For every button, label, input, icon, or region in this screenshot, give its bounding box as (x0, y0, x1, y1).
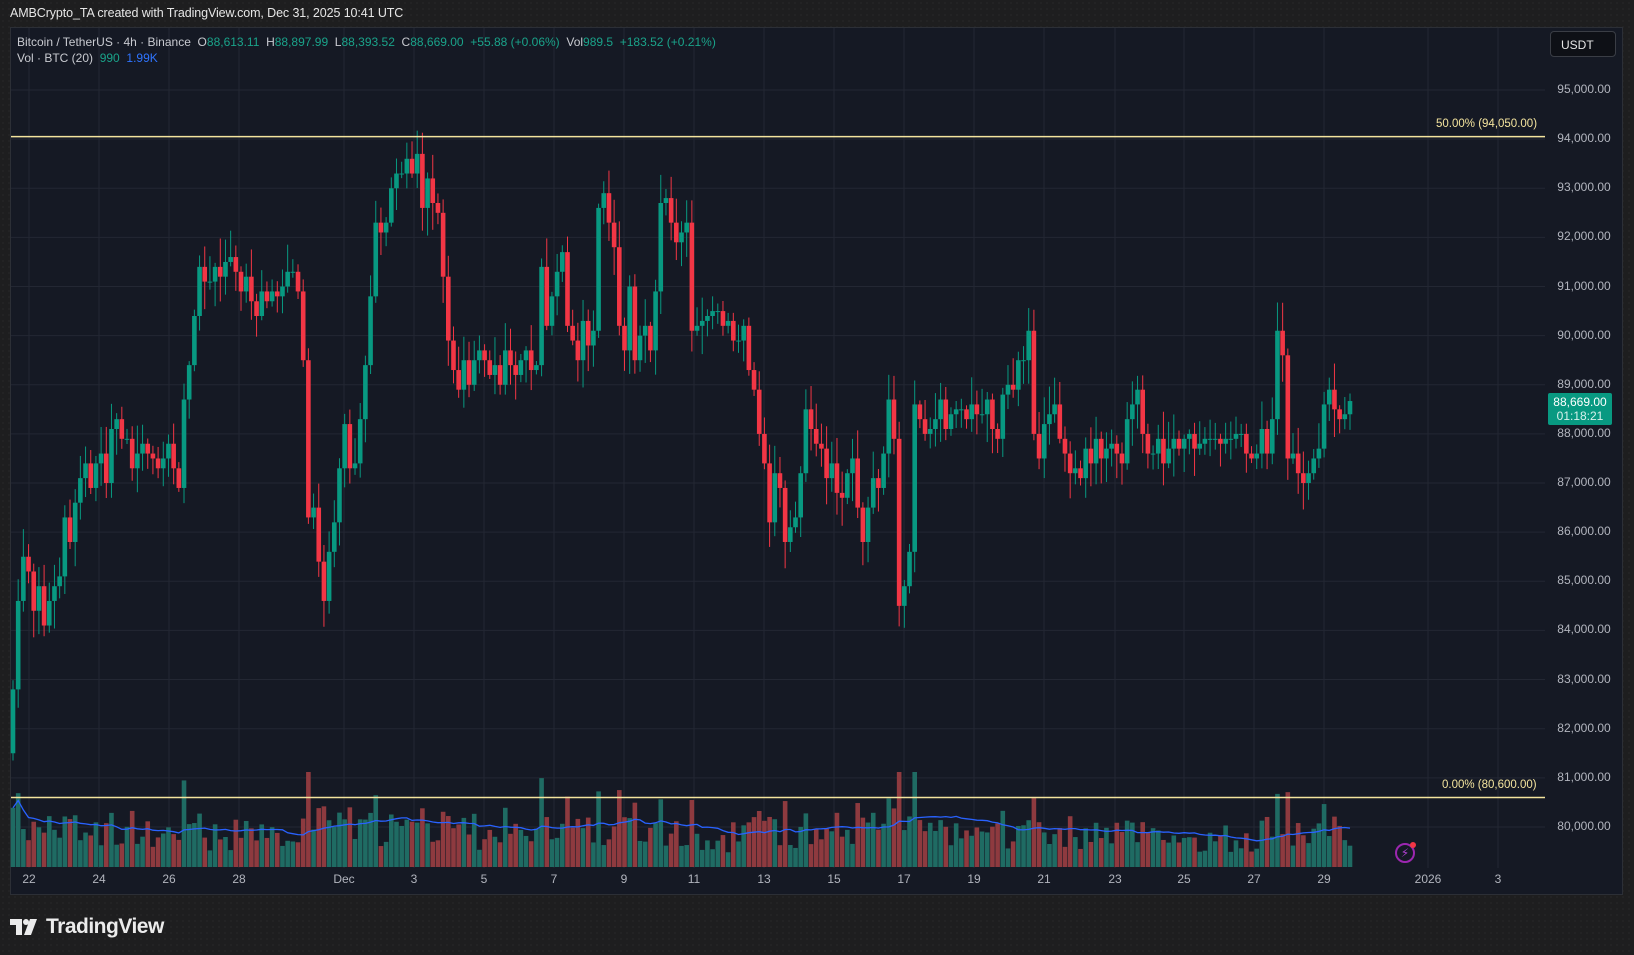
price-tick: 87,000.00 (1557, 475, 1611, 490)
volume-indicator-row: Vol · BTC (20) 990 1.99K (17, 50, 716, 66)
high-label: H (266, 35, 275, 49)
time-tick: 15 (827, 872, 841, 886)
time-tick: 29 (1317, 872, 1331, 886)
lightning-icon[interactable]: ⚡ (1395, 842, 1416, 863)
last-price: 88,669.00 (1553, 395, 1607, 409)
time-tick: 7 (550, 872, 558, 886)
time-tick: 19 (967, 872, 981, 886)
notification-dot (1410, 842, 1416, 848)
time-tick: 28 (232, 872, 246, 886)
price-tick: 80,000.00 (1557, 818, 1611, 833)
price-tick: 91,000.00 (1557, 278, 1611, 293)
series-legend: Bitcoin / TetherUS · 4h · Binance O88,61… (17, 34, 716, 66)
time-tick: 22 (22, 872, 36, 886)
time-tick: Dec (333, 872, 355, 886)
time-tick: 21 (1037, 872, 1051, 886)
currency-button[interactable]: USDT (1550, 31, 1616, 57)
volume-indicator-value: 990 (99, 51, 120, 65)
volume-ma-value: 1.99K (126, 51, 158, 65)
symbol-title[interactable]: Bitcoin / TetherUS · 4h · Binance (17, 35, 191, 49)
time-tick: 25 (1177, 872, 1191, 886)
high-value: 88,897.99 (274, 35, 329, 49)
time-tick: 24 (92, 872, 106, 886)
tradingview-logo: TradingView (10, 915, 164, 939)
brand-name: TradingView (46, 915, 164, 938)
volume-value: 989.5 (583, 35, 614, 49)
time-tick: 3 (410, 872, 418, 886)
time-tick: 11 (687, 872, 701, 886)
time-tick: 9 (620, 872, 628, 886)
low-label: L (334, 35, 342, 49)
volume-change: +183.52 (+0.21%) (619, 35, 716, 49)
price-tick: 83,000.00 (1557, 671, 1611, 686)
snapshot-credit: AMBCrypto_TA created with TradingView.co… (10, 6, 404, 20)
volume-indicator-title[interactable]: Vol · BTC (20) (17, 51, 94, 65)
price-tick: 95,000.00 (1557, 82, 1611, 96)
ohlc-row: Bitcoin / TetherUS · 4h · Binance O88,61… (17, 34, 716, 50)
time-tick: 5 (480, 872, 488, 886)
close-value: 88,669.00 (410, 35, 464, 49)
price-tick: 90,000.00 (1557, 327, 1611, 342)
price-tick: 93,000.00 (1557, 180, 1611, 195)
last-price-badge: 88,669.00 01:18:21 (1548, 393, 1612, 425)
bar-countdown: 01:18:21 (1556, 409, 1604, 423)
time-tick: 13 (757, 872, 771, 886)
open-label: O (197, 35, 207, 49)
fib-upper-label: 50.00% (94,050.00) (1436, 118, 1538, 130)
price-tick: 92,000.00 (1557, 229, 1611, 244)
change-value: +55.88 (+0.06%) (470, 35, 560, 49)
time-tick: 27 (1247, 872, 1261, 886)
fib-lower-label: 0.00% (80,600.00) (1442, 779, 1537, 791)
price-tick: 94,000.00 (1557, 131, 1611, 146)
low-value: 88,393.52 (341, 35, 395, 49)
open-value: 88,613.11 (206, 35, 260, 49)
price-tick: 89,000.00 (1557, 376, 1611, 391)
price-tick: 85,000.00 (1557, 573, 1611, 588)
chart-panel[interactable] (10, 27, 1623, 895)
time-tick: 26 (162, 872, 176, 886)
price-tick: 88,000.00 (1557, 425, 1611, 440)
time-tick: 23 (1108, 872, 1122, 886)
price-tick: 81,000.00 (1557, 769, 1611, 784)
tv-logo-icon (10, 919, 37, 935)
close-label: C (401, 35, 411, 49)
time-tick: 2026 (1414, 872, 1442, 886)
time-tick: 3 (1494, 872, 1502, 886)
price-tick: 84,000.00 (1557, 622, 1611, 637)
price-tick: 86,000.00 (1557, 524, 1611, 539)
time-tick: 17 (897, 872, 911, 886)
volume-label: Vol (566, 35, 584, 49)
price-tick: 82,000.00 (1557, 720, 1611, 735)
